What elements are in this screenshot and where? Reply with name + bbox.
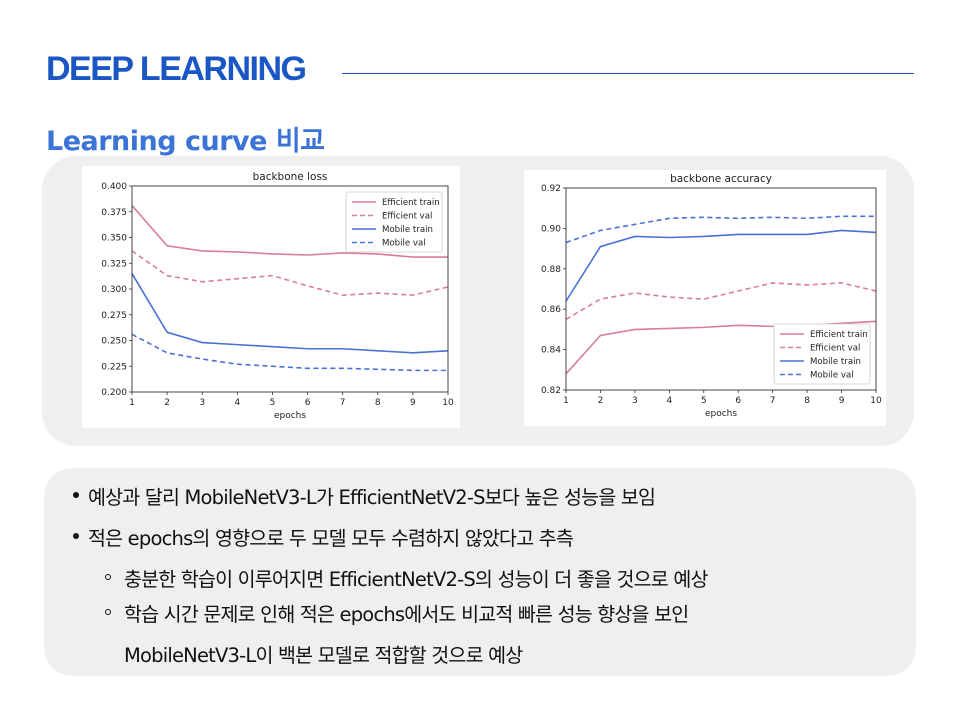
y-tick-label: 0.250 (101, 337, 127, 347)
x-tick-label: 9 (839, 396, 845, 406)
x-tick-label: 10 (442, 398, 454, 408)
x-tick-label: 8 (804, 396, 810, 406)
x-tick-label: 2 (598, 396, 604, 406)
x-tick-label: 5 (701, 396, 707, 406)
y-tick-label: 0.400 (101, 182, 127, 192)
legend-label: Efficient val (382, 212, 432, 222)
sub-bullet-ring (105, 609, 111, 615)
page-title: DEEP LEARNING (46, 50, 307, 88)
y-tick-label: 0.88 (541, 265, 561, 275)
y-tick-label: 0.375 (101, 208, 127, 218)
x-tick-label: 9 (410, 398, 416, 408)
bullet-item: 예상과 달리 MobileNetV3-L가 EfficientNetV2-S보다… (88, 486, 656, 509)
series-line (131, 205, 448, 258)
bullet-item: 적은 epochs의 영향으로 두 모델 모두 수렴하지 않았다고 추측 (88, 527, 574, 550)
series-line (131, 273, 449, 354)
y-tick-label: 0.275 (101, 311, 127, 321)
legend-label: Efficient val (810, 344, 860, 354)
accuracy-chart-svg: backbone accuracy 0.82 0.84 0.86 0.88 0.90 0.9… (541, 173, 882, 419)
x-tick-label: 8 (375, 398, 381, 408)
series-line (565, 282, 877, 320)
legend-label: Efficient train (810, 330, 868, 340)
sub-bullet-item: 충분한 학습이 이루어지면 EfficientNetV2-S의 성능이 더 좋을… (124, 568, 708, 591)
bullet-dot (73, 492, 79, 498)
y-tick-label: 0.84 (541, 346, 561, 356)
y-tick-label: 0.325 (101, 259, 127, 269)
sub-bullet-item: 학습 시간 문제로 인해 적은 epochs에서도 비교적 빠른 성능 향상을 … (124, 603, 689, 626)
series-line (131, 250, 449, 296)
chart-title: backbone accuracy (670, 173, 772, 185)
y-tick-label: 0.350 (101, 234, 127, 244)
y-tick-label: 0.82 (541, 386, 561, 396)
series-line (565, 229, 877, 302)
y-tick-label: 0.86 (541, 305, 561, 315)
x-tick-label: 10 (870, 396, 882, 406)
y-tick-label: 0.92 (541, 184, 561, 194)
section-subtitle: Learning curve 비교 (46, 126, 325, 157)
x-tick-label: 6 (735, 396, 741, 406)
loss-chart: backbone loss 0.200 0.225 0.250 0.275 0.300 0.… (82, 166, 460, 428)
x-tick-label: 2 (164, 398, 170, 408)
y-tick-label: 0.200 (101, 388, 127, 398)
legend-label: Efficient train (382, 198, 440, 208)
x-tick-label: 4 (666, 396, 672, 406)
plot-frame (565, 187, 877, 391)
series-line (131, 333, 448, 372)
title-divider (342, 73, 914, 74)
y-tick-label: 0.90 (541, 224, 561, 234)
y-tick-label: 0.225 (101, 362, 127, 372)
sub-bullet-ring (105, 574, 111, 580)
bullet-dot (73, 533, 79, 539)
x-axis-label: epochs (705, 409, 737, 419)
x-tick-label: 3 (199, 398, 205, 408)
x-tick-label: 7 (340, 398, 346, 408)
legend-box (773, 323, 871, 385)
x-tick-label: 1 (563, 396, 569, 406)
findings-panel: 예상과 달리 MobileNetV3-L가 EfficientNetV2-S보다… (44, 468, 916, 676)
loss-chart-svg: backbone loss 0.200 0.225 0.250 0.275 0.300 0.… (101, 171, 454, 421)
chart-title: backbone loss (253, 171, 328, 183)
x-tick-label: 5 (270, 398, 276, 408)
legend-label: Mobile val (382, 239, 426, 249)
x-tick-label: 6 (305, 398, 311, 408)
x-tick-label: 1 (129, 398, 135, 408)
legend-label: Mobile train (382, 225, 433, 235)
legend-label: Mobile train (810, 357, 861, 367)
x-axis-label: epochs (274, 411, 306, 421)
legend-box (345, 191, 443, 253)
x-tick-label: 7 (770, 396, 776, 406)
y-tick-label: 0.300 (101, 285, 127, 295)
x-tick-label: 3 (632, 396, 638, 406)
legend-label: Mobile val (810, 371, 854, 381)
x-tick-label: 4 (234, 398, 240, 408)
accuracy-chart: backbone accuracy 0.82 0.84 0.86 0.88 0.90 0.9… (524, 170, 886, 426)
sub-bullet-continuation: MobileNetV3-L이 백본 모델로 적합할 것으로 예상 (124, 644, 523, 667)
series-line (565, 215, 876, 244)
